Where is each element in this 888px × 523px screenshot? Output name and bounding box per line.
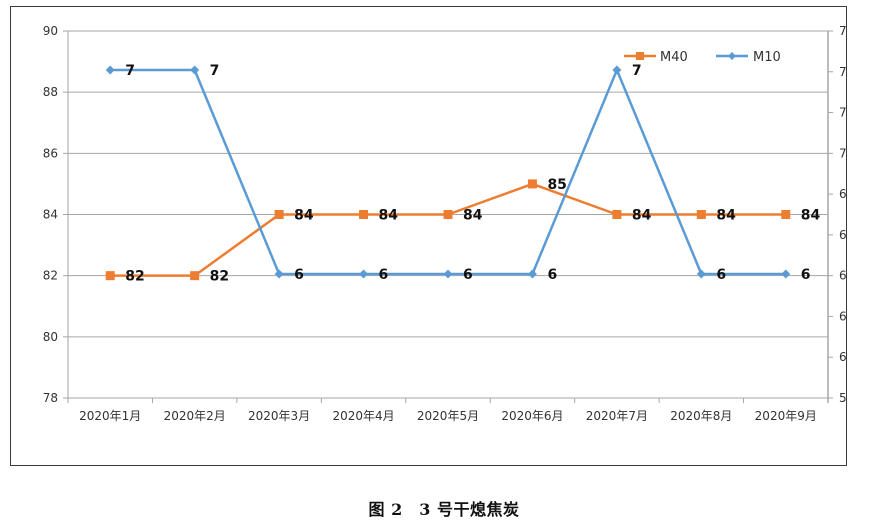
right-axis-label: 5 (839, 391, 847, 405)
left-axis-label: 84 (43, 208, 58, 222)
diamond-marker-icon (274, 269, 284, 279)
data-label: 84 (379, 208, 399, 224)
data-label: 82 (210, 269, 229, 285)
data-labels: 82 82 84 84 84 85 84 84 84 7 7 6 6 6 6 7 6 6 (125, 63, 820, 285)
left-axis-label: 90 (43, 24, 58, 38)
data-label: 84 (463, 208, 483, 224)
right-axis-label: 6 (839, 228, 847, 242)
series-lines (105, 65, 791, 281)
x-axis-label: 2020年5月 (417, 409, 479, 423)
left-axis-label: 78 (43, 391, 58, 405)
x-axis-label: 2020年6月 (501, 409, 563, 423)
data-label: 7 (210, 63, 220, 79)
series-line-m40 (110, 182, 786, 277)
data-label: 7 (632, 63, 642, 79)
left-axis-labels: 90 88 86 84 82 80 78 (43, 24, 58, 405)
right-axis-label: 6 (839, 187, 847, 201)
axes (63, 30, 833, 403)
square-marker-icon (359, 210, 369, 219)
left-axis-label: 80 (43, 330, 58, 344)
data-label: 84 (801, 208, 821, 224)
data-label: 6 (547, 267, 557, 283)
square-marker-icon (443, 210, 453, 219)
data-label: 7 (125, 63, 135, 79)
right-axis-label: 6 (839, 350, 847, 364)
legend: M40 M10 (624, 50, 781, 65)
chart-frame (10, 6, 847, 466)
data-label: 84 (716, 208, 736, 224)
right-axis-label: 7 (839, 65, 847, 79)
left-axis-label: 86 (43, 146, 58, 160)
x-axis-labels: 2020年1月 2020年2月 2020年3月 2020年4月 2020年5月 2020年… (79, 409, 817, 423)
diamond-marker-icon (728, 52, 736, 60)
x-axis-label: 2020年2月 (164, 409, 226, 423)
x-axis-label: 2020年8月 (670, 409, 732, 423)
diamond-marker-icon (105, 65, 115, 75)
x-axis-label: 2020年7月 (586, 409, 648, 423)
data-label: 6 (716, 267, 726, 283)
square-marker-icon (781, 210, 791, 219)
series-line-m10 (110, 68, 786, 276)
left-axis-label: 88 (43, 85, 58, 99)
right-axis-labels: 7 7 7 7 6 6 6 6 6 5 (839, 24, 847, 405)
square-marker-icon (636, 52, 644, 60)
square-marker-icon (105, 271, 115, 281)
x-axis-label: 2020年1月 (79, 409, 141, 423)
right-axis-label: 7 (839, 146, 847, 160)
x-axis-label: 2020年4月 (332, 409, 394, 423)
diamond-marker-icon (612, 65, 622, 75)
data-label: 6 (379, 267, 389, 283)
data-label: 85 (547, 177, 566, 193)
legend-label-m10: M10 (753, 50, 781, 65)
x-axis-label: 2020年9月 (755, 409, 817, 423)
data-label: 6 (463, 267, 473, 283)
diamond-marker-icon (443, 269, 453, 279)
data-label: 6 (801, 267, 811, 283)
square-marker-icon (274, 210, 284, 219)
legend-label-m40: M40 (660, 50, 688, 65)
data-label: 84 (294, 208, 314, 224)
figure-caption: 图 2 3 号干熄焦炭 (368, 500, 520, 519)
right-axis-label: 7 (839, 24, 847, 38)
data-label: 6 (294, 267, 304, 283)
left-axis-label: 82 (43, 269, 58, 283)
diamond-marker-icon (696, 269, 706, 279)
square-marker-icon (527, 179, 537, 189)
legend-item-m40: M40 (624, 50, 688, 65)
right-axis-label: 6 (839, 309, 847, 323)
diamond-marker-icon (190, 65, 200, 75)
legend-item-m10: M10 (716, 50, 781, 65)
data-label: 82 (125, 269, 144, 285)
diamond-marker-icon (359, 269, 369, 279)
right-axis-label: 7 (839, 106, 847, 120)
x-axis-label: 2020年3月 (248, 409, 310, 423)
diamond-marker-icon (527, 269, 537, 279)
data-label: 84 (632, 208, 652, 224)
square-marker-icon (190, 271, 200, 281)
square-marker-icon (612, 210, 622, 219)
right-axis-label: 6 (839, 269, 847, 283)
square-marker-icon (696, 210, 706, 219)
diamond-marker-icon (781, 269, 791, 279)
